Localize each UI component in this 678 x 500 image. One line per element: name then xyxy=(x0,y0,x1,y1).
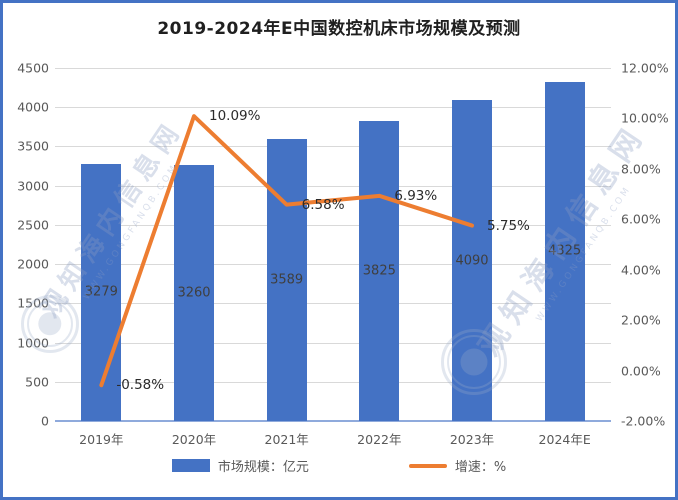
y-axis-tick-right: 8.00% xyxy=(621,161,661,177)
y-axis-tick-left: 4500 xyxy=(17,60,49,76)
bar-value-label: 4090 xyxy=(455,253,489,269)
y-axis-tick-right: 0.00% xyxy=(621,363,661,379)
bar-value-label: 3825 xyxy=(362,263,396,279)
x-axis-label: 2022年 xyxy=(357,432,402,447)
bar xyxy=(544,81,585,421)
gridline xyxy=(55,146,611,148)
legend-item-market-size: 市场规模：亿元 xyxy=(171,456,309,475)
gridline xyxy=(55,68,611,69)
y-axis-tick-right: 10.00% xyxy=(621,110,669,126)
y-axis-tick-left: 500 xyxy=(25,374,49,390)
y-axis-tick-left: 1000 xyxy=(17,335,49,351)
gridline xyxy=(55,185,611,187)
y-axis-tick-left: 1500 xyxy=(17,295,49,311)
y-axis-tick-left: 4000 xyxy=(17,99,49,115)
y-axis-tick-left: 2500 xyxy=(17,217,49,233)
line-point-label: 6.93% xyxy=(394,187,438,204)
gridline xyxy=(55,381,611,383)
x-axis-label: 2023年 xyxy=(449,432,495,447)
gridline xyxy=(55,107,611,109)
y-axis-tick-right: 4.00% xyxy=(621,262,661,278)
bar xyxy=(359,120,400,421)
x-axis-label: 2019年 xyxy=(79,432,124,447)
y-axis-tick-left: 0 xyxy=(41,413,49,429)
legend-label: 市场规模：亿元 xyxy=(217,460,309,475)
y-axis-tick-right: 12.00% xyxy=(621,60,669,76)
gridline xyxy=(55,264,611,266)
bar-value-label: 3589 xyxy=(270,272,304,288)
y-axis-tick-right: 6.00% xyxy=(621,211,661,227)
y-axis-tick-left: 2000 xyxy=(17,256,49,272)
chart-title: 2019-2024年E中国数控机床市场规模及预测 xyxy=(157,19,521,39)
x-axis-label: 2024年E xyxy=(538,432,591,447)
line-point-label: 5.75% xyxy=(487,217,530,234)
bar xyxy=(81,163,122,421)
bar xyxy=(452,100,492,421)
bar xyxy=(266,139,307,421)
line-point-label: -0.58% xyxy=(116,377,165,394)
x-axis-label: 2020年 xyxy=(171,432,217,447)
gridline xyxy=(55,342,611,344)
y-axis-tick-left: 3000 xyxy=(17,178,49,194)
y-axis-tick-right: -2.00% xyxy=(621,413,666,429)
line-point-label: 10.09% xyxy=(209,108,261,125)
trend-line xyxy=(99,114,474,388)
legend: 市场规模：亿元 增速：% xyxy=(3,456,675,475)
bar xyxy=(174,165,214,421)
bar-series-swatch-icon xyxy=(171,459,210,472)
bar-value-label: 3260 xyxy=(177,285,211,301)
bar-value-label: 4325 xyxy=(548,243,582,259)
y-axis-tick-left: 3500 xyxy=(17,138,49,154)
y-axis-tick-right: 2.00% xyxy=(621,312,661,328)
line-point-label: 6.58% xyxy=(301,196,345,213)
x-axis-label: 2021年 xyxy=(264,432,309,447)
bar-value-label: 3279 xyxy=(84,284,118,300)
legend-label: 增速：% xyxy=(454,460,507,475)
x-axis-line xyxy=(55,420,611,422)
gridline xyxy=(55,303,611,305)
legend-item-growth-rate: 增速：% xyxy=(408,456,507,475)
gridline xyxy=(55,224,611,226)
line-series-swatch-icon xyxy=(408,463,447,468)
